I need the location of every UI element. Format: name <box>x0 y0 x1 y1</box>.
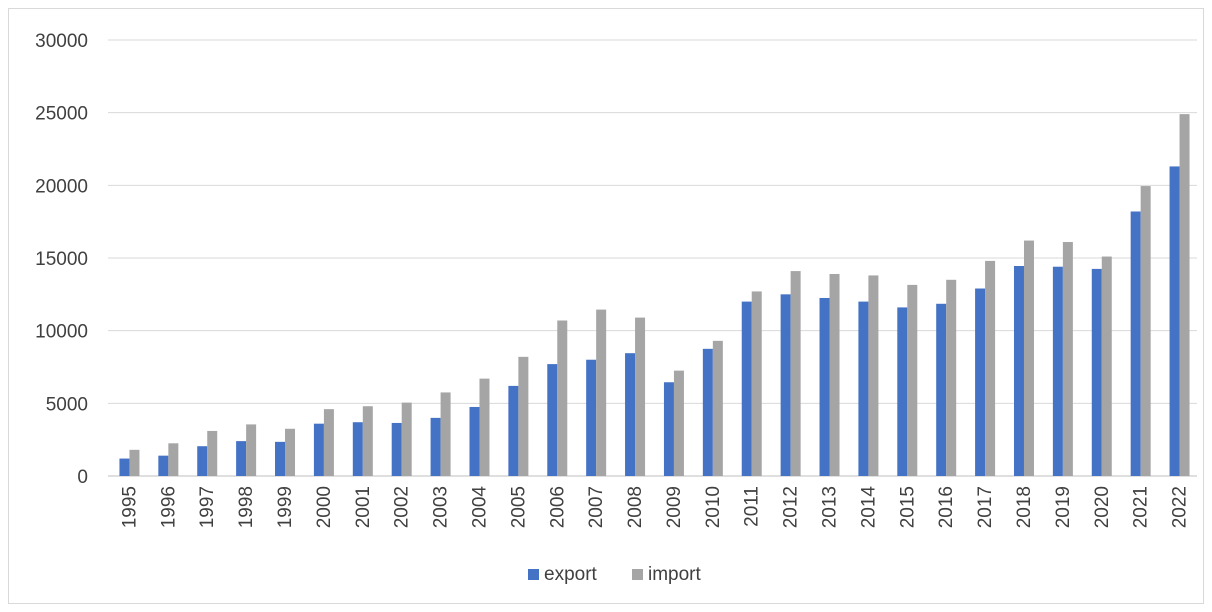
x-tick-label: 2021 <box>1131 486 1152 528</box>
import-bar <box>635 317 646 476</box>
x-tick-label: 2008 <box>625 486 646 528</box>
export-bar <box>158 455 169 476</box>
export-bar <box>663 382 674 476</box>
x-tick-label: 2001 <box>353 486 374 528</box>
legend-label-export: export <box>544 564 598 585</box>
import-bar <box>829 273 840 476</box>
export-bar <box>430 417 441 476</box>
import-bar <box>362 406 373 476</box>
x-tick-label: 2022 <box>1170 486 1191 528</box>
y-tick-label: 0 <box>77 467 88 488</box>
y-tick-label: 25000 <box>35 104 88 125</box>
y-tick-label: 15000 <box>35 249 88 270</box>
import-bar <box>673 370 684 476</box>
export-bar <box>1013 265 1024 476</box>
import-bar <box>557 320 568 476</box>
x-tick-label: 2020 <box>1092 486 1113 528</box>
import-bar <box>401 402 412 476</box>
import-bar <box>168 443 179 476</box>
import-bar <box>1140 186 1151 476</box>
import-bar <box>1101 256 1112 476</box>
import-bar <box>596 309 607 476</box>
x-tick-label: 2004 <box>469 486 490 529</box>
export-bar <box>197 446 208 476</box>
import-bar <box>907 284 918 476</box>
export-bar <box>313 423 324 476</box>
export-bar <box>858 301 869 476</box>
x-tick-label: 2006 <box>547 486 568 528</box>
import-bar <box>129 449 140 476</box>
x-tick-label: 2003 <box>431 486 452 528</box>
x-tick-label: 2000 <box>314 486 335 528</box>
x-tick-label: 1997 <box>197 486 218 528</box>
import-bar <box>323 409 334 476</box>
x-tick-label: 2010 <box>703 486 724 528</box>
x-tick-label: 2011 <box>742 486 763 527</box>
export-bar <box>936 303 947 476</box>
export-bar <box>1091 268 1102 476</box>
x-tick-label: 2012 <box>781 486 802 528</box>
export-bar <box>975 288 986 476</box>
import-bar <box>751 291 762 476</box>
export-bar <box>586 359 597 476</box>
x-tick-label: 2014 <box>858 486 879 529</box>
legend-swatch-import <box>632 569 643 580</box>
export-bar <box>236 441 247 476</box>
import-bar <box>790 271 801 476</box>
import-bar <box>1023 240 1034 476</box>
export-bar <box>352 422 363 476</box>
x-tick-label: 2009 <box>664 486 685 528</box>
import-bar <box>1062 242 1073 476</box>
x-tick-label: 1995 <box>119 486 140 528</box>
x-tick-label: 2017 <box>975 486 996 528</box>
export-bar <box>780 294 791 476</box>
export-bar <box>508 385 519 476</box>
import-bar <box>479 378 490 476</box>
legend-label-import: import <box>648 564 702 585</box>
x-tick-label: 2005 <box>508 486 529 528</box>
x-tick-label: 2015 <box>897 486 918 528</box>
export-bar <box>1130 211 1141 476</box>
import-bar <box>285 428 296 476</box>
y-tick-label: 30000 <box>35 31 88 52</box>
import-bar <box>985 260 996 476</box>
x-tick-label: 2016 <box>936 486 957 528</box>
import-bar <box>1179 114 1190 477</box>
import-bar <box>440 392 451 476</box>
import-bar <box>246 424 257 476</box>
x-tick-label: 1996 <box>158 486 179 528</box>
export-bar <box>819 297 830 476</box>
export-bar <box>1052 266 1063 476</box>
import-bar <box>518 356 529 476</box>
x-tick-label: 2007 <box>586 486 607 528</box>
y-tick-label: 10000 <box>35 322 88 343</box>
export-bar <box>741 301 752 476</box>
x-tick-label: 1998 <box>236 486 257 528</box>
import-bar <box>712 340 723 476</box>
export-bar <box>469 406 480 476</box>
import-bar <box>868 275 879 476</box>
x-tick-label: 2018 <box>1014 486 1035 528</box>
x-tick-label: 2019 <box>1053 486 1074 528</box>
chart-frame <box>8 8 1204 604</box>
import-bar <box>207 430 218 476</box>
export-bar <box>391 422 402 476</box>
import-bar <box>946 279 957 476</box>
export-bar <box>547 364 558 476</box>
x-tick-label: 2002 <box>392 486 413 528</box>
legend-swatch-export <box>528 569 539 580</box>
export-bar <box>119 458 130 476</box>
export-bar <box>625 353 636 476</box>
export-bar <box>897 307 908 476</box>
y-tick-label: 20000 <box>35 176 88 197</box>
export-bar <box>275 441 286 476</box>
x-tick-label: 1999 <box>275 486 296 528</box>
export-bar <box>702 348 713 476</box>
x-tick-label: 2013 <box>820 486 841 528</box>
export-bar <box>1169 166 1180 476</box>
y-tick-label: 5000 <box>46 394 88 415</box>
